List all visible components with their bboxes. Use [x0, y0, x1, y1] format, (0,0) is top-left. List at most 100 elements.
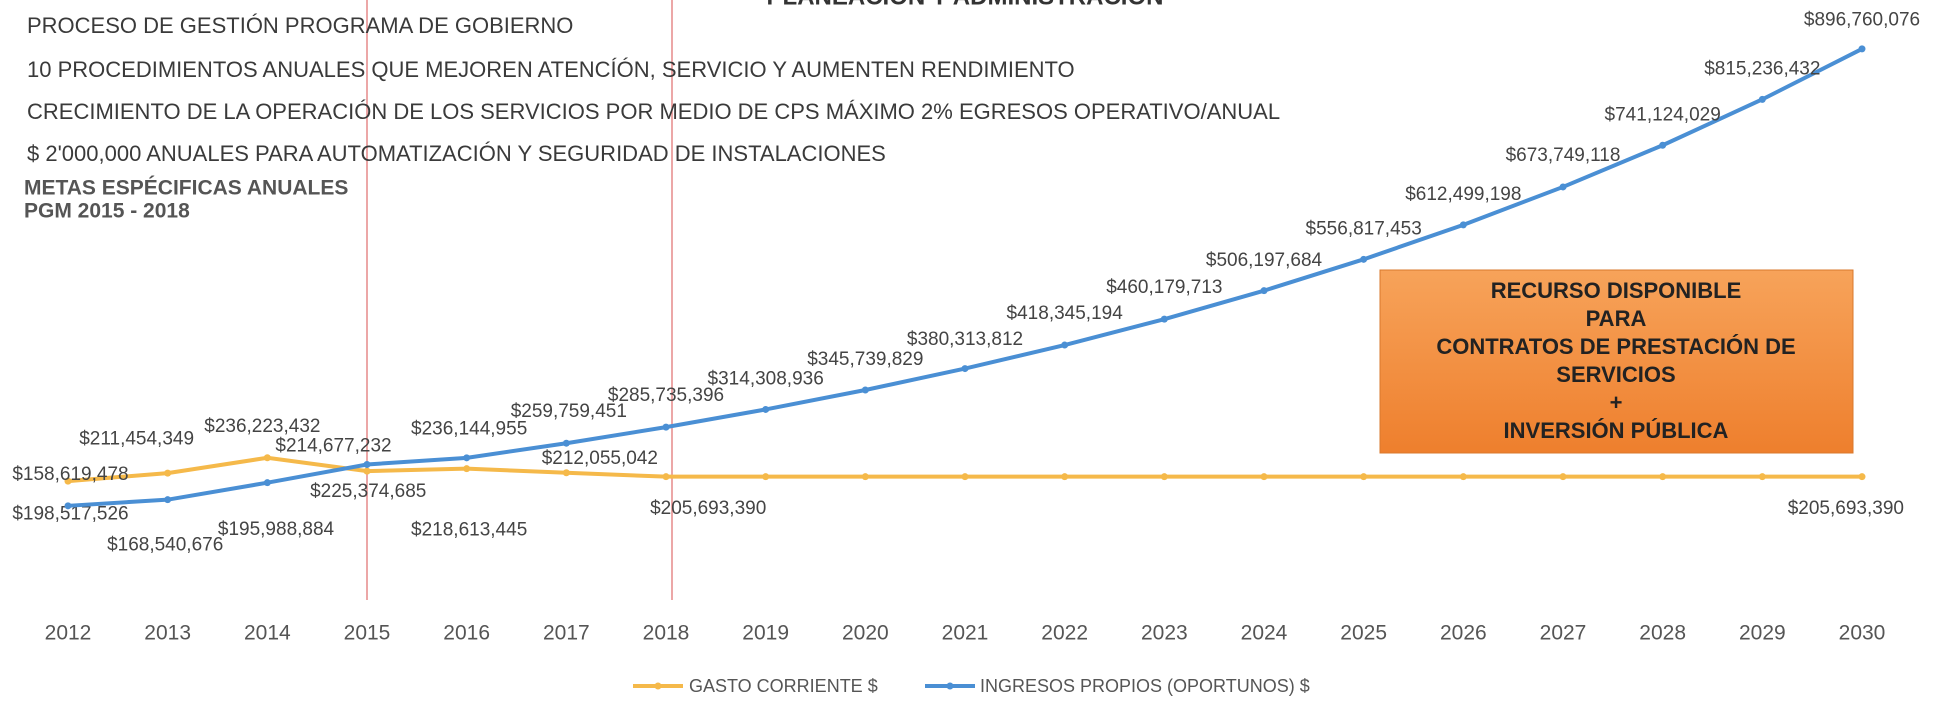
- x-tick-label: 2013: [144, 622, 191, 645]
- point: [1858, 473, 1866, 481]
- legend-label: GASTO CORRIENTE $: [689, 676, 878, 696]
- legend-marker: [654, 682, 662, 690]
- point: [662, 423, 670, 431]
- point: [263, 479, 271, 487]
- point: [1160, 315, 1168, 323]
- data-label: $214,677,232: [275, 435, 391, 456]
- x-tick-label: 2026: [1440, 622, 1487, 645]
- data-label: $285,735,396: [608, 385, 724, 406]
- x-tick-label: 2030: [1839, 622, 1886, 645]
- point: [363, 460, 371, 468]
- plot-area: 2012 2013 2014 2015 2016 2017 2018 2019 2020 2021…: [12, 9, 1920, 695]
- point: [164, 496, 172, 504]
- annotation-line: INVERSIÓN PÚBLICA: [1504, 418, 1729, 443]
- header-line: $ 2'000,000 ANUALES PARA AUTOMATIZACIÓN …: [27, 141, 886, 166]
- point: [64, 502, 72, 510]
- data-label: $218,613,445: [411, 520, 527, 541]
- x-tick-label: 2015: [344, 622, 391, 645]
- x-tick-label: 2023: [1141, 622, 1188, 645]
- x-tick-label: 2024: [1241, 622, 1288, 645]
- annotation-line: CONTRATOS DE PRESTACIÓN DE: [1436, 334, 1795, 359]
- header-line: PROCESO DE GESTIÓN PROGRAMA DE GOBIERNO: [27, 13, 573, 38]
- data-label: $815,236,432: [1704, 59, 1820, 80]
- point: [1061, 473, 1069, 481]
- point: [1659, 141, 1667, 149]
- point: [64, 477, 72, 485]
- x-tick-label: 2029: [1739, 622, 1786, 645]
- point: [1559, 473, 1567, 481]
- point: [562, 469, 570, 477]
- data-label: $158,619,478: [12, 464, 128, 485]
- point: [164, 469, 172, 477]
- legend-marker: [946, 682, 954, 690]
- data-label: $205,693,390: [650, 498, 766, 519]
- header-line: 10 PROCEDIMIENTOS ANUALES QUE MEJOREN AT…: [27, 57, 1075, 82]
- x-tick-label: 2021: [942, 622, 989, 645]
- data-label: $259,759,451: [511, 401, 627, 422]
- data-label: $460,179,713: [1106, 277, 1222, 298]
- data-label: $212,055,042: [542, 448, 658, 469]
- point: [1061, 341, 1069, 349]
- annotation-line: RECURSO DISPONIBLE: [1491, 278, 1742, 303]
- x-tick-label: 2012: [45, 622, 92, 645]
- x-tick-label: 2018: [643, 622, 690, 645]
- point: [1260, 473, 1268, 481]
- data-label: $741,124,029: [1605, 104, 1721, 125]
- point: [1360, 473, 1368, 481]
- data-label: $506,197,684: [1206, 250, 1323, 271]
- x-tick-label: 2017: [543, 622, 590, 645]
- data-label: $556,817,453: [1306, 219, 1422, 240]
- data-label: $195,988,884: [218, 519, 335, 540]
- point: [463, 465, 471, 473]
- point: [1160, 473, 1168, 481]
- point: [263, 454, 271, 462]
- point: [861, 386, 869, 394]
- data-label: $198,517,526: [12, 504, 128, 525]
- data-label: $418,345,194: [1007, 303, 1124, 324]
- point: [1360, 255, 1368, 263]
- data-label: $225,374,685: [310, 481, 426, 502]
- point: [1260, 287, 1268, 295]
- header-line: CRECIMIENTO DE LA OPERACIÓN DE LOS SERVI…: [27, 99, 1280, 124]
- data-label: $168,540,676: [107, 535, 223, 556]
- annotation-line: +: [1610, 390, 1623, 415]
- data-label: $673,749,118: [1506, 145, 1621, 166]
- point: [1559, 183, 1567, 191]
- x-tick-label: 2028: [1639, 622, 1686, 645]
- point: [1459, 473, 1467, 481]
- annotation-line: PARA: [1586, 306, 1647, 331]
- data-label: $236,223,432: [204, 416, 320, 437]
- x-tick-label: 2014: [244, 622, 291, 645]
- x-tick-label: 2020: [842, 622, 889, 645]
- point: [762, 473, 770, 481]
- point: [1858, 45, 1866, 53]
- point: [562, 439, 570, 447]
- subtitle-line: PGM 2015 - 2018: [24, 200, 190, 223]
- point: [762, 405, 770, 413]
- data-label: $314,308,936: [708, 369, 824, 390]
- data-label: $612,499,198: [1405, 184, 1521, 205]
- x-tick-label: 2022: [1041, 622, 1088, 645]
- legend-label: INGRESOS PROPIOS (OPORTUNOS) $: [980, 676, 1310, 696]
- data-label: $896,760,076: [1804, 9, 1920, 30]
- annotation-line: SERVICIOS: [1556, 362, 1675, 387]
- data-label: $205,693,390: [1788, 498, 1904, 519]
- point: [861, 473, 869, 481]
- data-label: $380,313,812: [907, 329, 1023, 350]
- point: [961, 365, 969, 373]
- point: [1459, 221, 1467, 229]
- data-label: $236,144,955: [411, 418, 527, 439]
- point: [662, 473, 670, 481]
- x-tick-label: 2019: [742, 622, 789, 645]
- annotation-text: RECURSO DISPONIBLE PARA CONTRATOS DE PREST…: [1436, 278, 1795, 443]
- x-tick-label: 2027: [1540, 622, 1587, 645]
- point: [363, 467, 371, 475]
- point: [463, 454, 471, 462]
- x-tick-label: 2016: [443, 622, 490, 645]
- chart-title: PLANEACIÓN Y ADMINISTRACIÓN: [767, 0, 1164, 10]
- point: [1659, 473, 1667, 481]
- x-tick-label: 2025: [1340, 622, 1387, 645]
- point: [961, 473, 969, 481]
- data-label: $345,739,829: [807, 349, 923, 370]
